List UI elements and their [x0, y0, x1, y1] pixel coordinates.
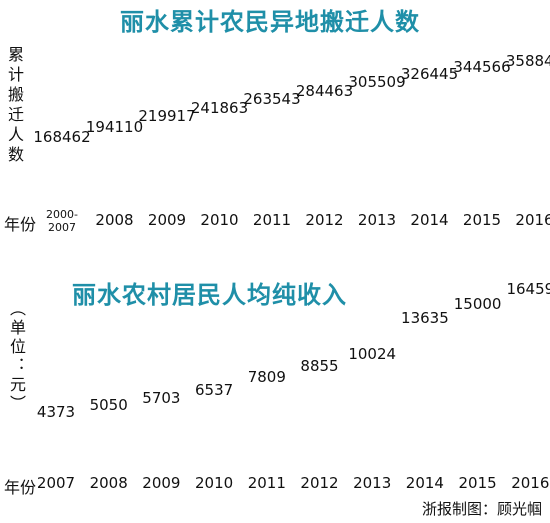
chart-1-value-label: 344566 [453, 57, 511, 76]
chart-2-value-label: 5703 [142, 389, 181, 408]
chart-1-tick-label: 2008 [95, 211, 134, 229]
chart-2-value-label: 8855 [300, 357, 339, 376]
chart-1-value-label: 263543 [243, 90, 301, 109]
chart-1-tick-label: 2012 [305, 211, 344, 229]
chart-2-tick-label: 2007 [36, 474, 76, 492]
chart-2-y-axis-label: （单位：元） [7, 300, 26, 414]
chart-2-tick-label: 2010 [195, 474, 234, 492]
chart-1-tick-label: 2015 [462, 211, 502, 229]
chart-2-value-label: 6537 [195, 380, 234, 399]
chart-1-y-axis-label: 累计搬迁人数 [7, 45, 24, 164]
chart-1-tick-label: 2014 [410, 211, 449, 229]
chart-1-value-label: 241863 [190, 98, 249, 117]
chart-1-tick-label: 2013 [357, 211, 397, 229]
chart-2-tick-label: 2015 [458, 474, 497, 492]
chart-1-tick-label: 2011 [252, 211, 292, 229]
chart-2-value-label: 4373 [36, 403, 76, 421]
chart-2-tick-label: 2008 [89, 474, 128, 492]
chart-2-tick-label: 2009 [142, 474, 181, 492]
chart-2-title: 丽水农村居民人均纯收入 [72, 281, 347, 309]
chart-1-value-label: 284463 [295, 81, 354, 100]
chart-2-tick-label: 2016 [511, 474, 550, 492]
chart-1-x-axis-label: 年份 [4, 215, 37, 234]
credit-line: 浙报制图：顾光帼 [421, 500, 542, 518]
chart-1-tick-label: 2009 [147, 211, 187, 229]
chart-2-value-label: 5050 [89, 396, 128, 415]
chart-2-value-label: 15000 [453, 294, 502, 313]
chart-2-x-axis-label: 年份 [4, 478, 37, 497]
chart-2-value-label: 7809 [247, 368, 286, 387]
chart-1-tick-label: 2010 [200, 211, 239, 229]
chart-1-value-label: 168462 [33, 128, 91, 146]
chart-2-value-label: 13635 [401, 308, 449, 327]
chart-1-value-label: 219917 [138, 107, 196, 126]
chart-1-value-label: 326445 [400, 64, 459, 83]
chart-1-tick-label: 2000- 2007 [46, 208, 78, 234]
chart-2-tick-label: 2013 [353, 474, 392, 492]
chart-2-tick-label: 2014 [405, 474, 444, 492]
chart-2-value-label: 16459 [506, 280, 550, 298]
chart-2-tick-label: 2011 [247, 474, 286, 492]
chart-1-title: 丽水累计农民异地搬迁人数 [120, 8, 420, 36]
chart-2-value-label: 10024 [348, 345, 397, 364]
chart-1-value-label: 305509 [348, 73, 406, 92]
chart-1-tick-label: 2016 [515, 211, 550, 229]
chart-2-tick-label: 2012 [300, 474, 339, 492]
chart-1-value-label: 194110 [85, 117, 144, 136]
